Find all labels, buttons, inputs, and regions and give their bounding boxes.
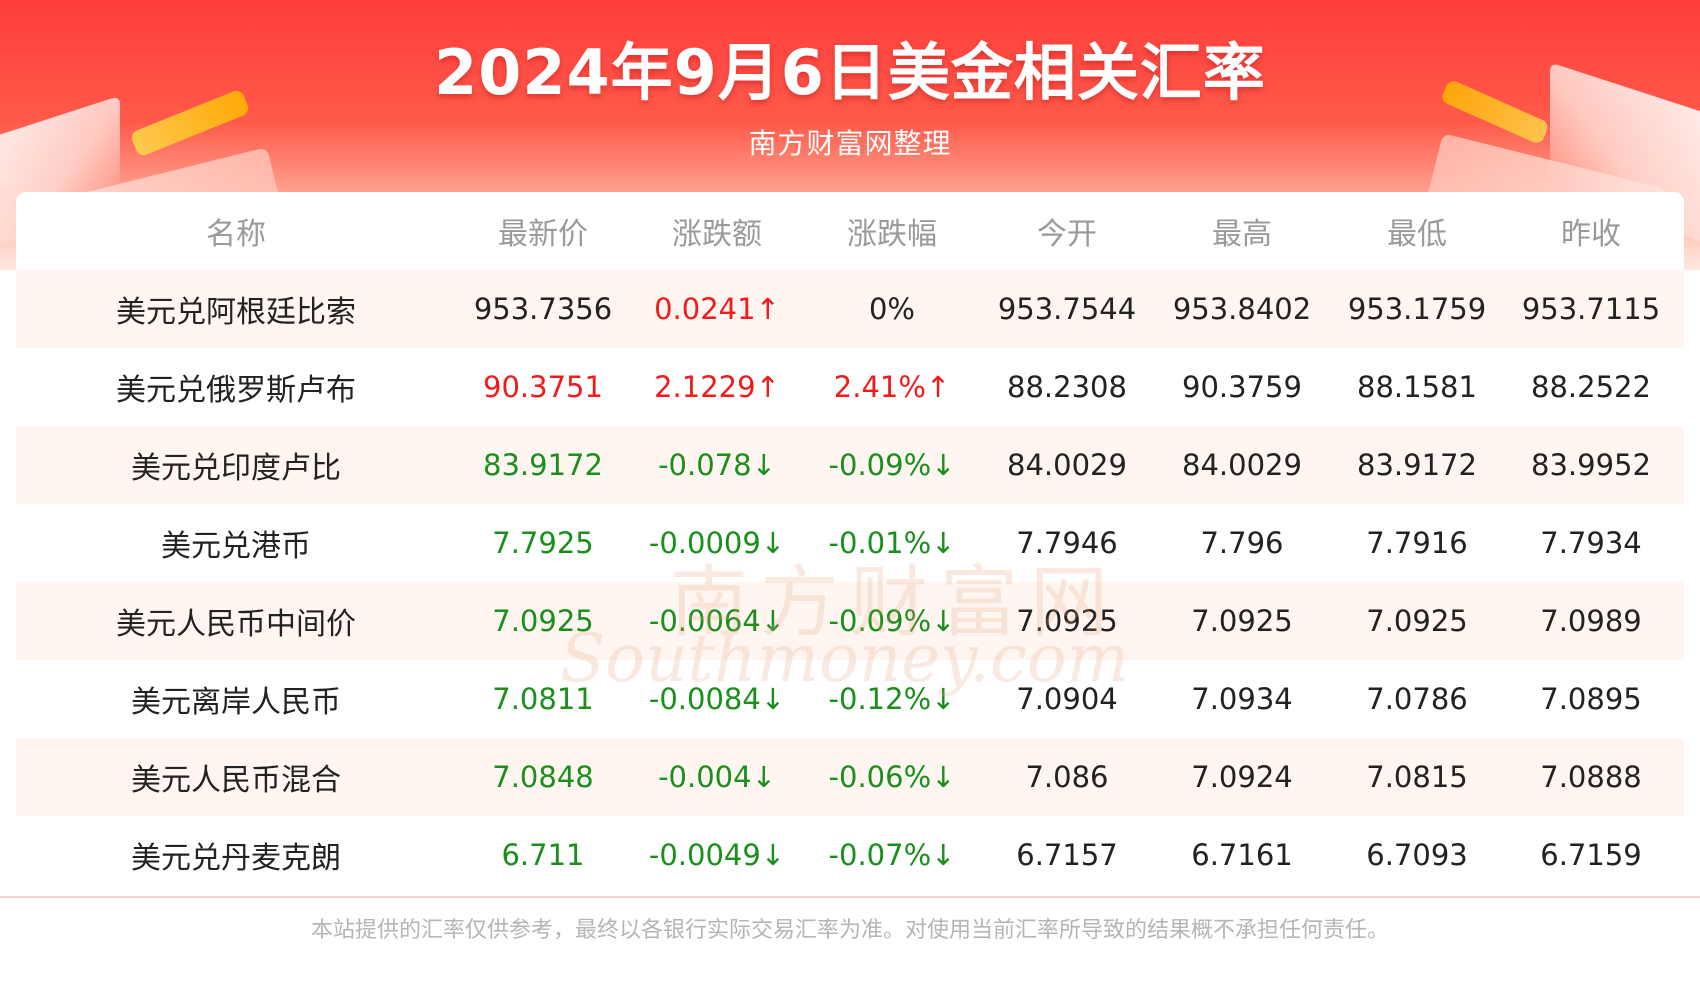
table-row: 美元兑港币 7.7925 -0.0009↓ -0.01%↓ 7.7946 7.796 7.7… — [16, 504, 1684, 582]
cell-change-pct: -0.07%↓ — [828, 838, 956, 872]
cell-change: -0.0049↓ — [648, 838, 786, 872]
rates-table: 名称 最新价 涨跌额 涨跌幅 今开 最高 最低 昨收 美元兑阿根廷比索 953.7… — [16, 192, 1684, 894]
column-header-latest: 最新价 — [498, 217, 588, 252]
table-header-row: 名称 最新价 涨跌额 涨跌幅 今开 最高 最低 昨收 — [16, 192, 1684, 270]
cell-latest: 90.3751 — [483, 370, 603, 404]
cell-prev-close: 83.9952 — [1531, 448, 1651, 482]
cell-latest: 7.7925 — [492, 526, 594, 560]
cell-change-pct: 0% — [868, 292, 915, 326]
cell-open: 7.0904 — [1016, 682, 1118, 716]
column-header-open: 今开 — [1037, 217, 1097, 252]
cell-low: 7.0786 — [1366, 682, 1468, 716]
cell-prev-close: 7.7934 — [1540, 526, 1642, 560]
cell-name: 美元兑丹麦克朗 — [131, 841, 341, 876]
cell-change: 2.1229↑ — [654, 370, 780, 404]
cell-change-pct: -0.12%↓ — [828, 682, 956, 716]
rates-table-card: 名称 最新价 涨跌额 涨跌幅 今开 最高 最低 昨收 美元兑阿根廷比索 953.7… — [16, 192, 1684, 900]
cell-low: 83.9172 — [1357, 448, 1477, 482]
cell-name: 美元人民币中间价 — [116, 607, 356, 642]
table-row: 美元离岸人民币 7.0811 -0.0084↓ -0.12%↓ 7.0904 7.0934… — [16, 660, 1684, 738]
column-header-high: 最高 — [1212, 217, 1272, 252]
cell-name: 美元兑俄罗斯卢布 — [116, 373, 356, 408]
cell-change: -0.004↓ — [658, 760, 776, 794]
cell-change: -0.0009↓ — [648, 526, 786, 560]
cell-prev-close: 88.2522 — [1531, 370, 1651, 404]
cell-low: 6.7093 — [1366, 838, 1468, 872]
column-header-change: 涨跌额 — [672, 217, 762, 252]
cell-change: -0.0064↓ — [648, 604, 786, 638]
cell-name: 美元离岸人民币 — [131, 685, 341, 720]
cell-change: -0.078↓ — [658, 448, 776, 482]
cell-high: 7.0925 — [1191, 604, 1293, 638]
cell-open: 7.7946 — [1016, 526, 1118, 560]
cell-high: 6.7161 — [1191, 838, 1293, 872]
disclaimer-text: 本站提供的汇率仅供参考，最终以各银行实际交易汇率为准。对使用当前汇率所导致的结果… — [310, 918, 1389, 943]
cell-latest: 83.9172 — [483, 448, 603, 482]
cell-prev-close: 7.0989 — [1540, 604, 1642, 638]
cell-change-pct: -0.06%↓ — [828, 760, 956, 794]
cell-open: 6.7157 — [1016, 838, 1118, 872]
footer-divider — [0, 896, 1700, 898]
cell-low: 953.1759 — [1347, 292, 1487, 326]
cell-open: 84.0029 — [1007, 448, 1127, 482]
column-header-change-pct: 涨跌幅 — [847, 217, 937, 252]
table-body: 美元兑阿根廷比索 953.7356 0.0241↑ 0% 953.7544 953.840… — [16, 270, 1684, 894]
cell-high: 90.3759 — [1182, 370, 1302, 404]
cell-low: 88.1581 — [1357, 370, 1477, 404]
cell-name: 美元兑阿根廷比索 — [116, 295, 356, 330]
cell-latest: 953.7356 — [473, 292, 613, 326]
cell-prev-close: 7.0888 — [1540, 760, 1642, 794]
cell-latest: 7.0848 — [492, 760, 594, 794]
cell-low: 7.7916 — [1366, 526, 1468, 560]
page-subtitle: 南方财富网整理 — [748, 127, 952, 160]
cell-change-pct: -0.09%↓ — [828, 604, 956, 638]
cell-latest: 7.0811 — [492, 682, 594, 716]
cell-change: -0.0084↓ — [648, 682, 786, 716]
page-title: 2024年9月6日美金相关汇率 — [434, 36, 1266, 109]
cell-open: 88.2308 — [1007, 370, 1127, 404]
cell-high: 7.0934 — [1191, 682, 1293, 716]
cell-low: 7.0815 — [1366, 760, 1468, 794]
cell-high: 84.0029 — [1182, 448, 1302, 482]
table-row: 美元兑印度卢比 83.9172 -0.078↓ -0.09%↓ 84.0029 84.00… — [16, 426, 1684, 504]
cell-open: 7.0925 — [1016, 604, 1118, 638]
cell-open: 953.7544 — [997, 292, 1137, 326]
cell-high: 953.8402 — [1172, 292, 1312, 326]
cell-latest: 6.711 — [501, 838, 585, 872]
cell-name: 美元人民币混合 — [131, 763, 341, 798]
column-header-name: 名称 — [206, 217, 266, 252]
cell-name: 美元兑印度卢比 — [131, 451, 341, 486]
cell-latest: 7.0925 — [492, 604, 594, 638]
cell-high: 7.0924 — [1191, 760, 1293, 794]
column-header-low: 最低 — [1387, 217, 1447, 252]
table-row: 美元人民币混合 7.0848 -0.004↓ -0.06%↓ 7.086 7.0924 7.… — [16, 738, 1684, 816]
cell-change-pct: 2.41%↑ — [833, 370, 951, 404]
table-row: 美元兑阿根廷比索 953.7356 0.0241↑ 0% 953.7544 953.840… — [16, 270, 1684, 348]
cell-change-pct: -0.01%↓ — [828, 526, 956, 560]
cell-high: 7.796 — [1200, 526, 1284, 560]
cell-prev-close: 953.7115 — [1521, 292, 1661, 326]
cell-open: 7.086 — [1025, 760, 1109, 794]
cell-low: 7.0925 — [1366, 604, 1468, 638]
cell-prev-close: 7.0895 — [1540, 682, 1642, 716]
cell-change: 0.0241↑ — [654, 292, 780, 326]
column-header-prev-close: 昨收 — [1561, 217, 1621, 252]
table-row: 美元兑俄罗斯卢布 90.3751 2.1229↑ 2.41%↑ 88.2308 90.37… — [16, 348, 1684, 426]
cell-change-pct: -0.09%↓ — [828, 448, 956, 482]
table-row: 美元人民币中间价 7.0925 -0.0064↓ -0.09%↓ 7.0925 7.092… — [16, 582, 1684, 660]
table-row: 美元兑丹麦克朗 6.711 -0.0049↓ -0.07%↓ 6.7157 6.7161 6… — [16, 816, 1684, 894]
cell-name: 美元兑港币 — [161, 529, 311, 564]
cell-prev-close: 6.7159 — [1540, 838, 1642, 872]
